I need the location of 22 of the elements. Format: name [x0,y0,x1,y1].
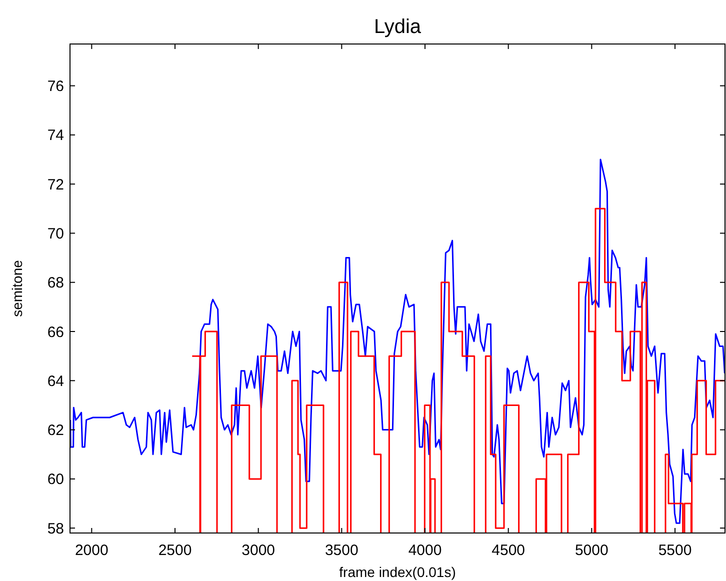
x-tick-label: 4000 [408,542,442,559]
y-tick-label: 72 [47,176,64,194]
y-axis-title: semitone [9,260,25,317]
y-tick-label: 58 [47,520,64,538]
x-tick-label: 3500 [324,542,358,559]
chart-title: Lydia [374,16,422,38]
y-tick-label: 74 [47,127,64,144]
x-tick-label: 2500 [158,542,192,559]
x-tick-label: 5500 [658,542,692,559]
y-tick-label: 76 [47,78,64,96]
y-tick-label: 60 [47,471,64,488]
y-tick-label: 64 [47,372,64,390]
x-tick-label: 3000 [242,542,276,559]
line-series [70,158,725,524]
x-tick-label: 4500 [492,542,526,559]
y-tick-label: 62 [47,422,64,440]
x-tick-label: 5000 [574,542,608,559]
y-tick-label: 68 [47,274,64,292]
y-tick-label: 70 [47,225,64,242]
y-tick-label: 66 [47,324,64,341]
x-axis-title: frame index(0.01s) [339,564,456,580]
x-tick-label: 2000 [74,542,108,559]
